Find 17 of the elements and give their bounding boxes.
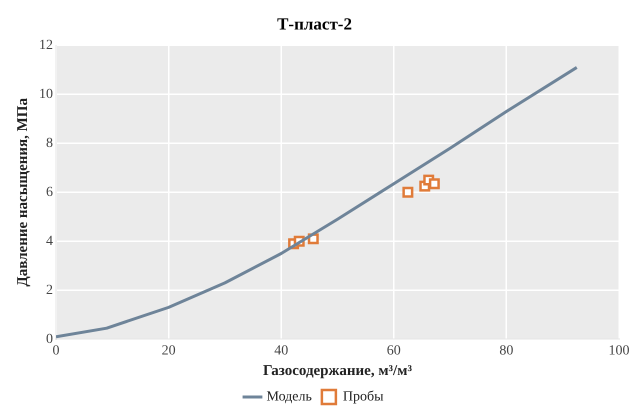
x-tick-label: 100 <box>608 343 630 358</box>
x-axis-title: Газосодержание, м³/м³ <box>263 362 412 379</box>
legend-label: Пробы <box>342 390 384 405</box>
x-tick-label: 60 <box>386 343 401 358</box>
y-tick-label: 0 <box>46 332 53 347</box>
y-tick-label: 10 <box>39 87 53 102</box>
legend-label: Модель <box>266 390 312 405</box>
y-tick-label: 4 <box>46 234 53 249</box>
x-tick-label: 40 <box>274 343 288 358</box>
y-axis-title: Давление насыщения, МПа <box>14 98 31 287</box>
y-tick-label: 2 <box>46 282 53 298</box>
chart-title: Т-пласт-2 <box>277 14 352 34</box>
x-tick-label: 20 <box>162 343 176 358</box>
y-tick-label: 12 <box>39 38 53 54</box>
y-tick-label: 8 <box>46 136 53 152</box>
x-tick-label: 80 <box>499 343 514 358</box>
y-tick-label: 6 <box>46 184 53 200</box>
